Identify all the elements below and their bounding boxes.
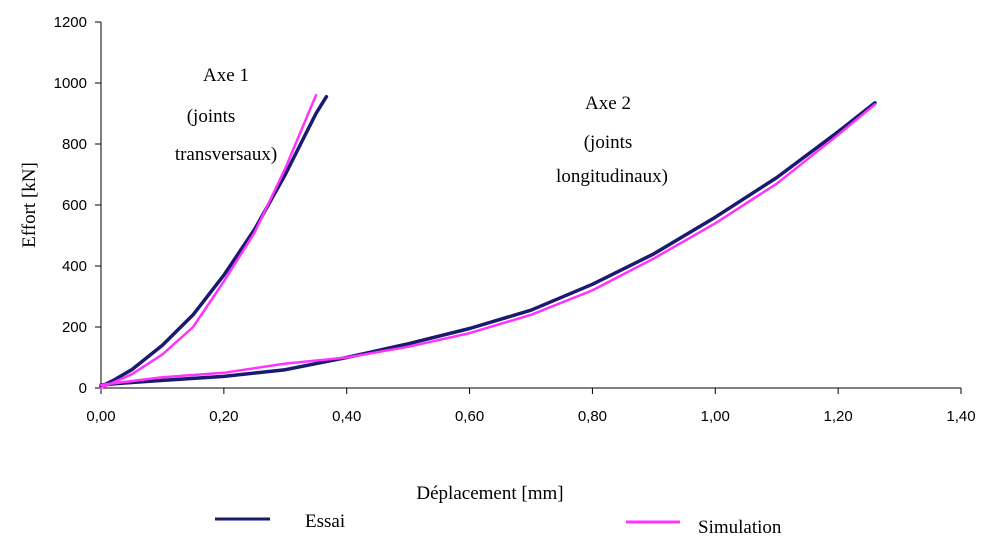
plot-area: 0,00 0,20 0,40 0,60 0,80 1,00 1,20 1,40 0 200 400 6… [54,14,976,425]
annotation-axe-2-line-1: Axe 2 [585,93,631,114]
annotation-axe-1-line-2: (joints [187,106,236,127]
x-tick-label: 0,40 [332,408,361,425]
series-line-simulation-axe-2 [99,103,877,387]
series-line-essai-axe-2 [99,101,877,387]
x-tick-label: 0,60 [455,408,484,425]
y-tick-label: 600 [62,197,87,214]
x-tick-label: 1,40 [946,408,975,425]
annotation-axe-1: Axe 1 (joints transversaux) [175,65,277,165]
annotation-axe-1-line-1: Axe 1 [203,65,249,86]
y-tick-label: 400 [62,258,87,275]
annotation-axe-2-line-2: (joints [584,132,633,153]
y-tick-label: 0 [79,380,87,397]
y-tick-label: 1200 [54,14,87,31]
annotation-axe-2: Axe 2 (joints longitudinaux) [556,93,668,187]
legend: Essai Simulation [215,511,782,538]
y-tick-label: 800 [62,136,87,153]
annotation-axe-2-line-3: longitudinaux) [556,166,668,187]
series-line-simulation-axe-1 [99,93,318,390]
x-axis-title: Déplacement [mm] [416,483,563,504]
x-tick-label: 0,20 [209,408,238,425]
x-tick-label: 1,00 [701,408,730,425]
x-tick-label: 1,20 [824,408,853,425]
annotation-axe-1-line-3: transversaux) [175,144,277,165]
x-tick-label: 0,00 [86,408,115,425]
legend-label-essai: Essai [305,511,345,532]
legend-item-simulation: Simulation [626,517,782,538]
y-axis-title: Effort [kN] [19,162,40,248]
legend-label-simulation: Simulation [698,517,782,538]
y-tick-label: 1000 [54,75,87,92]
legend-item-essai: Essai [215,511,345,532]
x-tick-label: 0,80 [578,408,607,425]
y-tick-label: 200 [62,319,87,336]
series-line-essai-axe-1 [99,94,329,389]
